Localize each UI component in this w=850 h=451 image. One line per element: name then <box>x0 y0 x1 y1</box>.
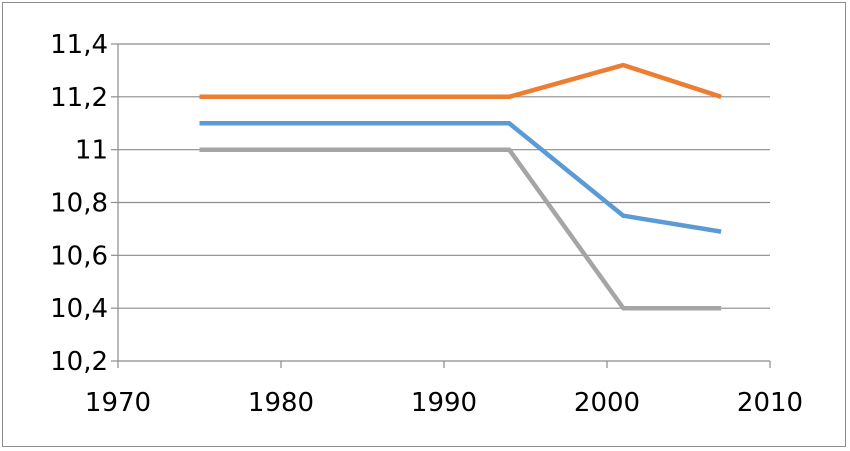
y-tick-label: 10,2 <box>50 347 108 377</box>
y-tick-label: 11,4 <box>50 30 108 60</box>
x-tick-labels: 1970 1980 1990 2000 2010 <box>85 388 803 418</box>
axes <box>111 43 771 368</box>
x-tick-label: 1970 <box>85 388 151 418</box>
series-lines <box>199 62 722 311</box>
x-tick-label: 1990 <box>411 388 477 418</box>
y-tick-labels: 10,2 10,4 10,6 10,8 11 11,2 11,4 <box>50 30 108 377</box>
y-tick-label: 10,4 <box>50 294 108 324</box>
series-line-1 <box>199 62 722 100</box>
gridlines <box>118 43 770 362</box>
y-tick-label: 11 <box>75 136 108 166</box>
y-tick-label: 11,2 <box>50 83 108 113</box>
x-tick-label: 1980 <box>248 388 314 418</box>
x-tick-label: 2010 <box>737 388 803 418</box>
x-tick-label: 2000 <box>574 388 640 418</box>
y-tick-label: 10,8 <box>50 189 108 219</box>
series-line-2 <box>199 121 722 234</box>
y-tick-label: 10,6 <box>50 241 108 271</box>
series-line-3 <box>199 147 722 311</box>
chart-frame <box>2 2 846 447</box>
